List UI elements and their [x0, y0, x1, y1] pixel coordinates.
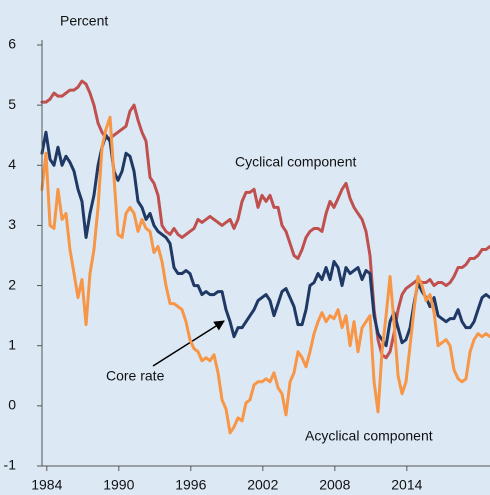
y-tick-label: 3: [8, 216, 16, 232]
y-tick-label: -1: [4, 457, 17, 473]
series-label: Core rate: [106, 368, 165, 384]
y-tick-label: 1: [8, 336, 16, 352]
y-tick-label: 0: [8, 397, 16, 413]
series-line: [40, 79, 490, 360]
x-tick-label: 1990: [103, 477, 134, 493]
y-tick-label: 4: [8, 156, 16, 172]
y-tick-label: 5: [8, 96, 16, 112]
x-tick-label: 1984: [31, 477, 62, 493]
series-label: Cyclical component: [235, 154, 356, 170]
series-line: [40, 115, 490, 435]
x-tick-label: 2014: [391, 477, 422, 493]
series-label: Acyclical component: [305, 428, 433, 444]
y-tick-label: 2: [8, 276, 16, 292]
y-axis-label: Percent: [60, 13, 108, 29]
x-tick-label: 2002: [247, 477, 278, 493]
y-tick-label: 6: [8, 36, 16, 52]
x-tick-label: 1996: [175, 477, 206, 493]
annotation-arrow: [152, 320, 225, 367]
x-tick-label: 2008: [319, 477, 350, 493]
